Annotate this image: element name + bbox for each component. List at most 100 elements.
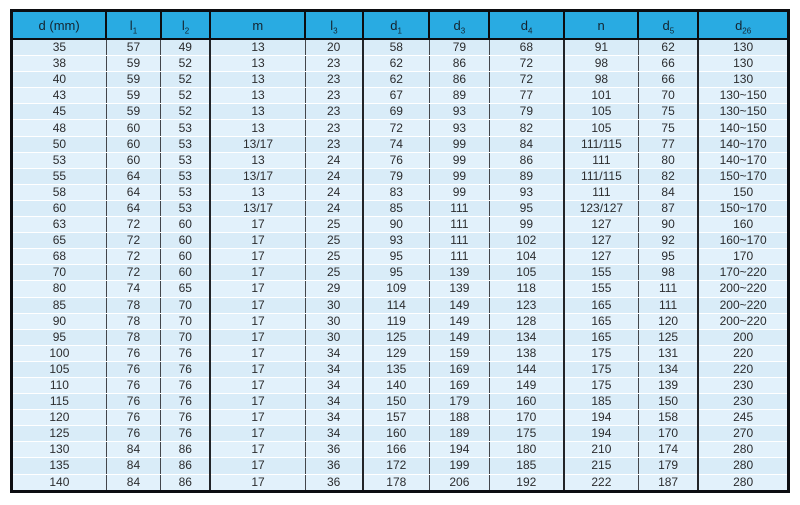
cell: 59 [105,55,161,73]
cell: 157 [361,409,430,427]
cell: 194 [428,441,490,459]
cell: 187 [637,474,699,492]
cell: 150 [361,393,430,411]
cell: 76 [105,361,161,378]
header-subscript: 5 [669,26,675,36]
table-row: 38 59 52 13 23 62 86 72 98 66 130 [11,55,789,73]
cell: 139 [428,264,490,282]
cell: 100 [11,345,107,362]
header-base: l [129,17,133,33]
cell: 134 [637,361,699,378]
cell: 170 [637,425,699,443]
table-row: 80 74 65 17 29 109 139 118 155 111 200~220 [11,280,789,298]
cell: 59 [105,71,161,89]
cell: 93 [488,184,564,201]
cell: 140 [361,377,430,395]
cell: 130~150 [697,103,789,121]
cell: 222 [562,474,639,492]
cell: 98 [637,264,699,282]
cell: 72 [105,264,161,282]
cell: 87 [637,200,699,218]
cell: 206 [428,474,490,492]
cell: 86 [488,152,564,169]
table-row: 135 84 86 17 36 172 199 185 215 179 280 [11,457,789,475]
cell: 59 [105,87,161,105]
cell: 34 [304,361,363,378]
cell: 70 [160,313,211,330]
cell: 105 [488,264,564,282]
cell: 115 [11,393,107,411]
cell: 17 [209,393,306,411]
cell: 17 [209,409,306,427]
cell: 63 [11,216,107,234]
cell: 111 [562,184,639,201]
cell: 64 [105,200,161,218]
table-row: 65 72 60 17 25 93 111 102 127 92 160~170 [11,232,789,250]
table-row: 130 84 86 17 36 166 194 180 210 174 280 [11,441,789,459]
cell: 43 [11,87,107,105]
cell: 111 [428,232,490,250]
cell: 53 [160,184,211,201]
cell: 194 [562,425,639,443]
cell: 80 [11,280,107,298]
cell: 76 [105,425,161,443]
cell: 99 [428,168,490,185]
cell: 105 [562,103,639,121]
table-row: 53 60 53 13 24 76 99 86 111 80 140~170 [11,152,789,169]
table-row: 55 64 53 13/17 24 79 99 89 111/115 82 150~170 [11,168,789,185]
cell: 23 [304,136,363,153]
header-subscript: 3 [333,26,338,36]
header-base: n [597,17,605,33]
cell: 24 [304,168,363,185]
cell: 60 [160,216,211,234]
cell: 84 [488,136,564,153]
cell: 140~170 [697,152,789,169]
cell: 170 [697,248,789,266]
cell: 72 [488,55,564,73]
cell: 159 [428,345,490,362]
cell: 17 [209,264,306,282]
cell: 119 [361,313,430,330]
cell: 77 [637,136,699,153]
cell: 140~150 [697,119,789,137]
cell: 76 [160,345,211,362]
cell: 24 [304,184,363,201]
cell: 95 [488,200,564,218]
cell: 105 [11,361,107,378]
header-subscript: 2 [184,26,190,36]
cell: 175 [562,361,639,378]
cell: 169 [428,377,490,395]
column-header-l3: l3 [304,10,363,40]
cell: 64 [105,168,161,185]
cell: 83 [361,184,430,201]
cell: 160 [697,216,789,234]
cell: 60 [160,232,211,250]
cell: 30 [304,297,363,314]
cell: 86 [160,441,211,459]
table-row: 90 78 70 17 30 119 149 128 165 120 200~220 [11,313,789,330]
cell: 20 [304,39,363,57]
cell: 70 [11,264,107,282]
cell: 86 [160,474,211,492]
cell: 65 [11,232,107,250]
cell: 72 [105,232,161,250]
cell: 17 [209,377,306,395]
header-subscript: 26 [742,26,752,36]
column-header-d4: d4 [488,10,564,40]
table-row: 120 76 76 17 34 157 188 170 194 158 245 [11,409,789,427]
header-suffix: (mm) [45,17,80,33]
cell: 189 [428,425,490,443]
table-row: 40 59 52 13 23 62 86 72 98 66 130 [11,71,789,89]
cell: 53 [11,152,107,169]
cell: 220 [697,361,789,378]
cell: 25 [304,264,363,282]
cell: 82 [488,119,564,137]
cell: 85 [361,200,430,218]
cell: 67 [361,87,430,105]
cell: 111/115 [562,168,639,185]
cell: 53 [160,136,211,153]
cell: 95 [361,248,430,266]
cell: 23 [304,87,363,105]
cell: 215 [562,457,639,475]
